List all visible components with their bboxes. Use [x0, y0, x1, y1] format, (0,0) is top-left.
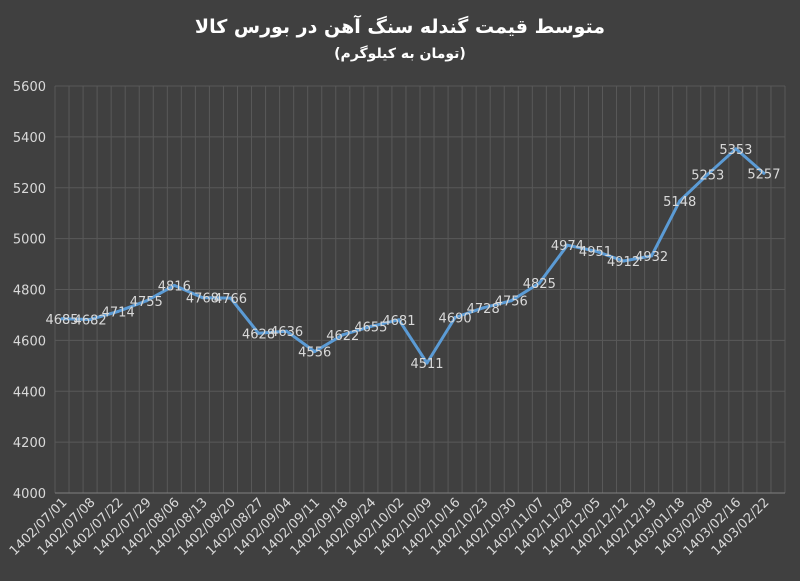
y-tick-label: 4600	[13, 334, 46, 349]
data-label: 4682	[74, 314, 107, 329]
chart-subtitle: (تومان به کیلوگرم)	[334, 46, 466, 62]
data-label: 4690	[439, 311, 472, 326]
data-point	[622, 259, 626, 263]
data-label: 4951	[579, 245, 612, 260]
data-point	[116, 309, 120, 313]
data-label: 4766	[214, 292, 247, 307]
data-label: 5148	[663, 195, 696, 210]
data-point	[537, 281, 541, 285]
data-label: 5253	[691, 168, 724, 183]
data-point	[425, 361, 429, 365]
data-point	[369, 324, 373, 328]
data-point	[397, 318, 401, 322]
y-tick-label: 5600	[13, 80, 46, 95]
data-label: 4974	[551, 239, 584, 254]
data-label: 5353	[719, 143, 752, 158]
data-point	[565, 243, 569, 247]
data-point	[706, 172, 710, 176]
data-label: 4714	[102, 305, 135, 320]
y-tick-label: 4000	[13, 487, 46, 502]
data-point	[144, 299, 148, 303]
data-point	[734, 147, 738, 151]
data-label: 4768	[186, 292, 219, 307]
data-label: 4728	[467, 302, 500, 317]
data-point	[453, 315, 457, 319]
y-tick-label: 4400	[13, 385, 46, 400]
data-point	[678, 199, 682, 203]
data-label: 4628	[242, 327, 275, 342]
data-point	[172, 283, 176, 287]
chart-title: متوسط قیمت گندله سنگ آهن در بورس کالا	[194, 16, 606, 38]
data-label: 5257	[747, 167, 780, 182]
series-line	[60, 147, 766, 365]
y-tick-label: 4200	[13, 436, 46, 451]
data-point	[228, 296, 232, 300]
data-label: 4755	[130, 295, 163, 310]
y-tick-label: 4800	[13, 284, 46, 299]
data-point	[285, 329, 289, 333]
data-point	[200, 296, 204, 300]
data-point	[509, 299, 513, 303]
data-label: 4556	[298, 346, 331, 361]
data-label: 4655	[354, 320, 387, 335]
data-label: 4816	[158, 279, 191, 294]
data-label: 4511	[410, 357, 443, 372]
data-point	[593, 249, 597, 253]
y-tick-label: 5400	[13, 131, 46, 146]
data-label: 4912	[607, 255, 640, 270]
data-point	[481, 306, 485, 310]
y-tick-label: 5000	[13, 233, 46, 248]
data-point	[257, 331, 261, 335]
data-point	[313, 350, 317, 354]
data-label: 4622	[326, 329, 359, 344]
data-label: 4636	[270, 325, 303, 340]
data-point	[650, 254, 654, 258]
data-point	[762, 171, 766, 175]
data-point	[60, 317, 64, 321]
data-point	[88, 318, 92, 322]
data-point	[341, 333, 345, 337]
data-label: 4756	[495, 295, 528, 310]
data-label: 4685	[45, 313, 78, 328]
data-label: 4932	[635, 250, 668, 265]
y-tick-label: 5200	[13, 182, 46, 197]
data-label: 4825	[523, 277, 556, 292]
data-label: 4681	[382, 314, 415, 329]
